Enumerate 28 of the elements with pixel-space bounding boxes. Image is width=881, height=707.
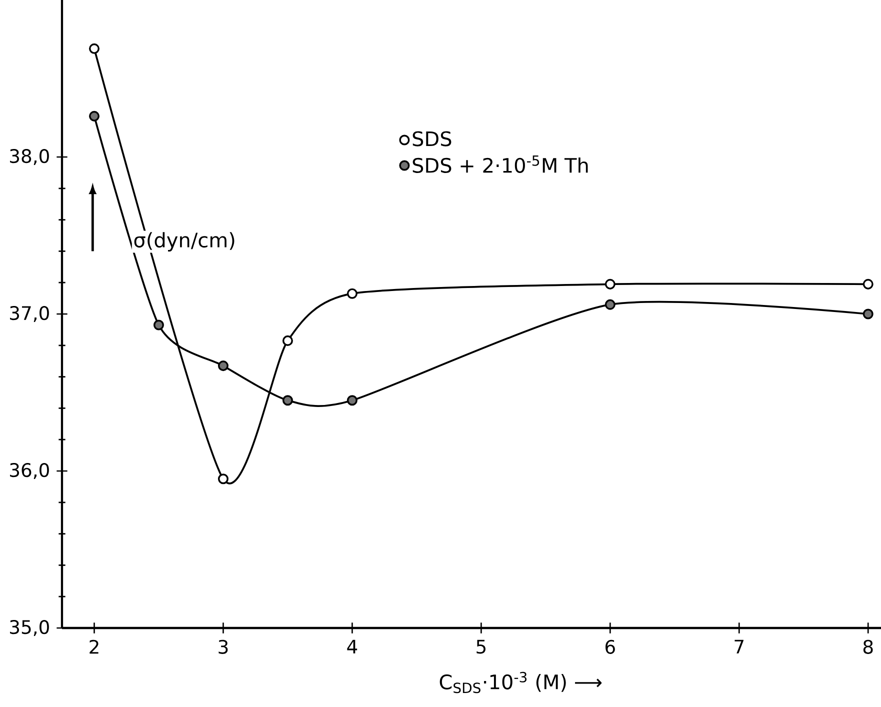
x-tick-label: 8 xyxy=(863,640,873,654)
x-tick-label: 5 xyxy=(476,640,486,654)
point xyxy=(88,43,100,54)
y-tick-label: 35,0 xyxy=(10,620,49,636)
x-axis-title: C$_{SDS}$·10$^{-3}$ (M) ⟶ xyxy=(440,672,602,694)
x-tick-label: 3 xyxy=(218,640,228,654)
point xyxy=(153,320,164,330)
y-axis-title: σ(dyn/cm) xyxy=(134,232,234,252)
point xyxy=(218,360,228,372)
point xyxy=(218,474,228,484)
point xyxy=(604,299,616,310)
x-tick-label: 4 xyxy=(347,640,358,654)
y-tick-label: 38,0 xyxy=(10,148,49,166)
x-tick-label: 6 xyxy=(606,640,615,654)
point xyxy=(862,308,874,320)
legend-label: SDS xyxy=(412,131,452,146)
y-tick-label: 36,0 xyxy=(10,462,49,480)
point xyxy=(88,110,100,122)
point xyxy=(346,395,358,406)
y-tick-label: 37,0 xyxy=(10,306,49,322)
point xyxy=(862,278,874,290)
point xyxy=(282,395,293,406)
point xyxy=(604,278,616,290)
legend-label: SDS + 2·10$^{-5}$M Th xyxy=(412,156,588,173)
x-tick-label: 2 xyxy=(90,640,98,654)
point xyxy=(346,288,358,299)
point xyxy=(282,335,293,346)
x-tick-label: 7 xyxy=(734,640,744,654)
